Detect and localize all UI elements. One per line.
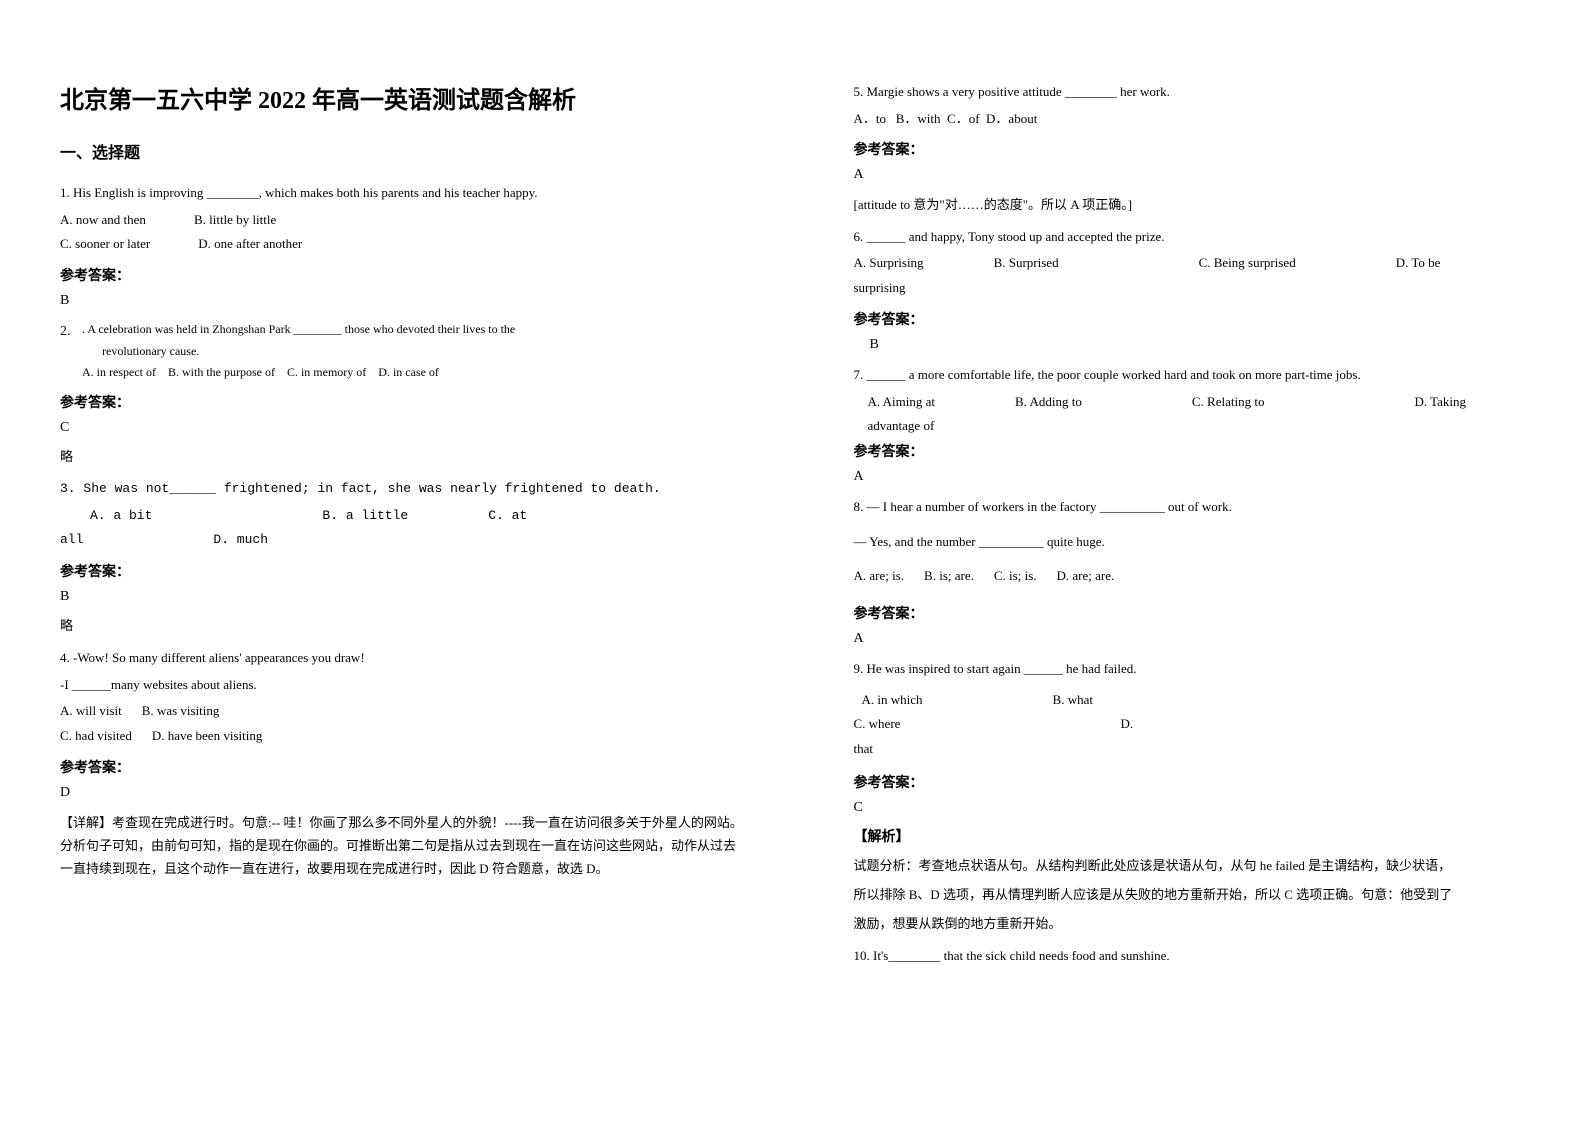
- answer-label: 参考答案：: [60, 392, 744, 412]
- q4-explanation: 【详解】考查现在完成进行时。句意:-- 哇！你画了那么多不同外星人的外貌！---…: [60, 811, 744, 881]
- q4-opt-c: C. had visited: [60, 724, 132, 749]
- q3-answer: B: [60, 589, 744, 605]
- question-2: 2. . A celebration was held in Zhongshan…: [60, 319, 744, 465]
- answer-label: 参考答案：: [60, 265, 744, 285]
- q6-opt-c: C. Being surprised: [1199, 251, 1296, 276]
- q9-expl2: 所以排除 B、D 选项，再从情理判断人应该是从失败的地方重新开始，所以 C 选项…: [854, 883, 1538, 906]
- q7-stem: 7. ______ a more comfortable life, the p…: [854, 363, 1538, 388]
- right-column: 5. Margie shows a very positive attitude…: [794, 0, 1587, 1122]
- q2-image-text: 2. . A celebration was held in Zhongshan…: [60, 319, 744, 384]
- q8-opt-c: C. is; is.: [994, 564, 1037, 589]
- q8-stem1: 8. — I hear a number of workers in the f…: [854, 495, 1538, 520]
- question-9: 9. He was inspired to start again ______…: [854, 657, 1538, 936]
- q3-options-row2: all D. much: [60, 528, 744, 553]
- answer-label: 参考答案：: [854, 139, 1538, 159]
- q2-opts: A. in respect of B. with the purpose of …: [82, 362, 744, 384]
- left-column: 北京第一五六中学 2022 年高一英语测试题含解析 一、选择题 1. His E…: [0, 0, 794, 1122]
- q9-opt-d2: that: [854, 737, 1538, 762]
- q9-opt-c: C. where: [854, 712, 901, 737]
- q10-stem: 10. It's________ that the sick child nee…: [854, 944, 1538, 969]
- q3-opt-a: A. a bit: [90, 504, 152, 529]
- q4-options-row2: C. had visited D. have been visiting: [60, 724, 744, 749]
- q9-opt-b: B. what: [1053, 688, 1093, 713]
- q2-answer: C: [60, 420, 744, 436]
- answer-label: 参考答案：: [60, 561, 744, 581]
- jiexi-label: 【解析】: [854, 826, 1538, 846]
- q4-stem1: 4. -Wow! So many different aliens' appea…: [60, 646, 744, 671]
- question-6: 6. ______ and happy, Tony stood up and a…: [854, 225, 1538, 353]
- page-title: 北京第一五六中学 2022 年高一英语测试题含解析: [60, 80, 744, 115]
- q1-answer: B: [60, 293, 744, 309]
- q4-stem2: -I ______many websites about aliens.: [60, 673, 744, 698]
- q6-opt-d2: surprising: [854, 276, 1538, 301]
- answer-label: 参考答案：: [854, 772, 1538, 792]
- q3-opt-c2: all: [60, 528, 83, 553]
- q8-opt-b: B. is; are.: [924, 564, 974, 589]
- q1-options-row1: A. now and then B. little by little: [60, 208, 744, 233]
- q6-opt-b: B. Surprised: [994, 251, 1059, 276]
- q9-expl3: 激励，想要从跌倒的地方重新开始。: [854, 912, 1538, 935]
- answer-label: 参考答案：: [854, 603, 1538, 623]
- q7-opt-c: C. Relating to: [1192, 390, 1265, 415]
- question-1: 1. His English is improving ________, wh…: [60, 181, 744, 309]
- q1-opt-b: B. little by little: [194, 208, 276, 233]
- question-3: 3. She was not______ frightened; in fact…: [60, 477, 744, 634]
- q5-stem: 5. Margie shows a very positive attitude…: [854, 80, 1538, 105]
- q1-opt-a: A. now and then: [60, 208, 146, 233]
- q1-opt-c: C. sooner or later: [60, 232, 150, 257]
- q7-options: A. Aiming at B. Adding to C. Relating to…: [854, 390, 1538, 415]
- q3-opt-d: D. much: [213, 528, 268, 553]
- answer-label: 参考答案：: [854, 441, 1538, 461]
- q4-opt-d: D. have been visiting: [152, 724, 262, 749]
- q3-opt-c: C. at: [488, 504, 527, 529]
- q9-expl1: 试题分析：考查地点状语从句。从结构判断此处应该是状语从句，从句 he faile…: [854, 854, 1538, 877]
- q2-number: 2.: [60, 319, 82, 344]
- q6-options: A. Surprising B. Surprised C. Being surp…: [854, 251, 1538, 276]
- q7-answer: A: [854, 469, 1538, 485]
- q9-opt-d: D.: [1120, 712, 1133, 737]
- q9-answer: C: [854, 800, 1538, 816]
- q8-stem2: — Yes, and the number __________ quite h…: [854, 530, 1538, 555]
- q3-opt-b: B. a little: [322, 504, 408, 529]
- q6-stem: 6. ______ and happy, Tony stood up and a…: [854, 225, 1538, 250]
- q3-lue: 略: [60, 615, 744, 634]
- question-8: 8. — I hear a number of workers in the f…: [854, 495, 1538, 647]
- q7-opt-b: B. Adding to: [1015, 390, 1082, 415]
- answer-label: 参考答案：: [854, 309, 1538, 329]
- question-4: 4. -Wow! So many different aliens' appea…: [60, 646, 744, 881]
- q4-options-row1: A. will visit B. was visiting: [60, 699, 744, 724]
- q1-options-row2: C. sooner or later D. one after another: [60, 232, 744, 257]
- q3-options-row1: A. a bit B. a little C. at: [60, 504, 744, 529]
- q6-opt-d: D. To be: [1396, 251, 1441, 276]
- q1-stem: 1. His English is improving ________, wh…: [60, 181, 744, 206]
- q9-options: A. in which B. what C. where D.: [854, 688, 1538, 737]
- q8-opt-d: D. are; are.: [1057, 564, 1115, 589]
- section-heading: 一、选择题: [60, 139, 744, 163]
- q4-answer: D: [60, 785, 744, 801]
- q9-stem: 9. He was inspired to start again ______…: [854, 657, 1538, 682]
- q6-answer: B: [854, 337, 1538, 353]
- q8-answer: A: [854, 631, 1538, 647]
- q8-opt-a: A. are; is.: [854, 564, 905, 589]
- q4-opt-b: B. was visiting: [142, 699, 220, 724]
- q7-opt-a: A. Aiming at: [868, 390, 936, 415]
- q5-note: [attitude to 意为"对……的态度"。所以 A 项正确。]: [854, 193, 1538, 216]
- question-5: 5. Margie shows a very positive attitude…: [854, 80, 1538, 217]
- q5-options: A．to B．with C．of D．about: [854, 107, 1538, 132]
- q3-stem: 3. She was not______ frightened; in fact…: [60, 477, 744, 502]
- q6-opt-a: A. Surprising: [854, 251, 924, 276]
- q8-options: A. are; is. B. is; are. C. is; is. D. ar…: [854, 564, 1538, 589]
- q7-opt-a2: advantage of: [854, 414, 1538, 439]
- q2-line2: revolutionary cause.: [82, 341, 744, 363]
- q1-opt-d: D. one after another: [198, 232, 302, 257]
- q9-opt-a: A. in which: [862, 688, 923, 713]
- q2-line1: . A celebration was held in Zhongshan Pa…: [82, 319, 744, 341]
- question-10: 10. It's________ that the sick child nee…: [854, 944, 1538, 969]
- q5-answer: A: [854, 167, 1538, 183]
- question-7: 7. ______ a more comfortable life, the p…: [854, 363, 1538, 485]
- q7-opt-d: D. Taking: [1414, 390, 1466, 415]
- answer-label: 参考答案：: [60, 757, 744, 777]
- q2-lue: 略: [60, 446, 744, 465]
- q4-opt-a: A. will visit: [60, 699, 122, 724]
